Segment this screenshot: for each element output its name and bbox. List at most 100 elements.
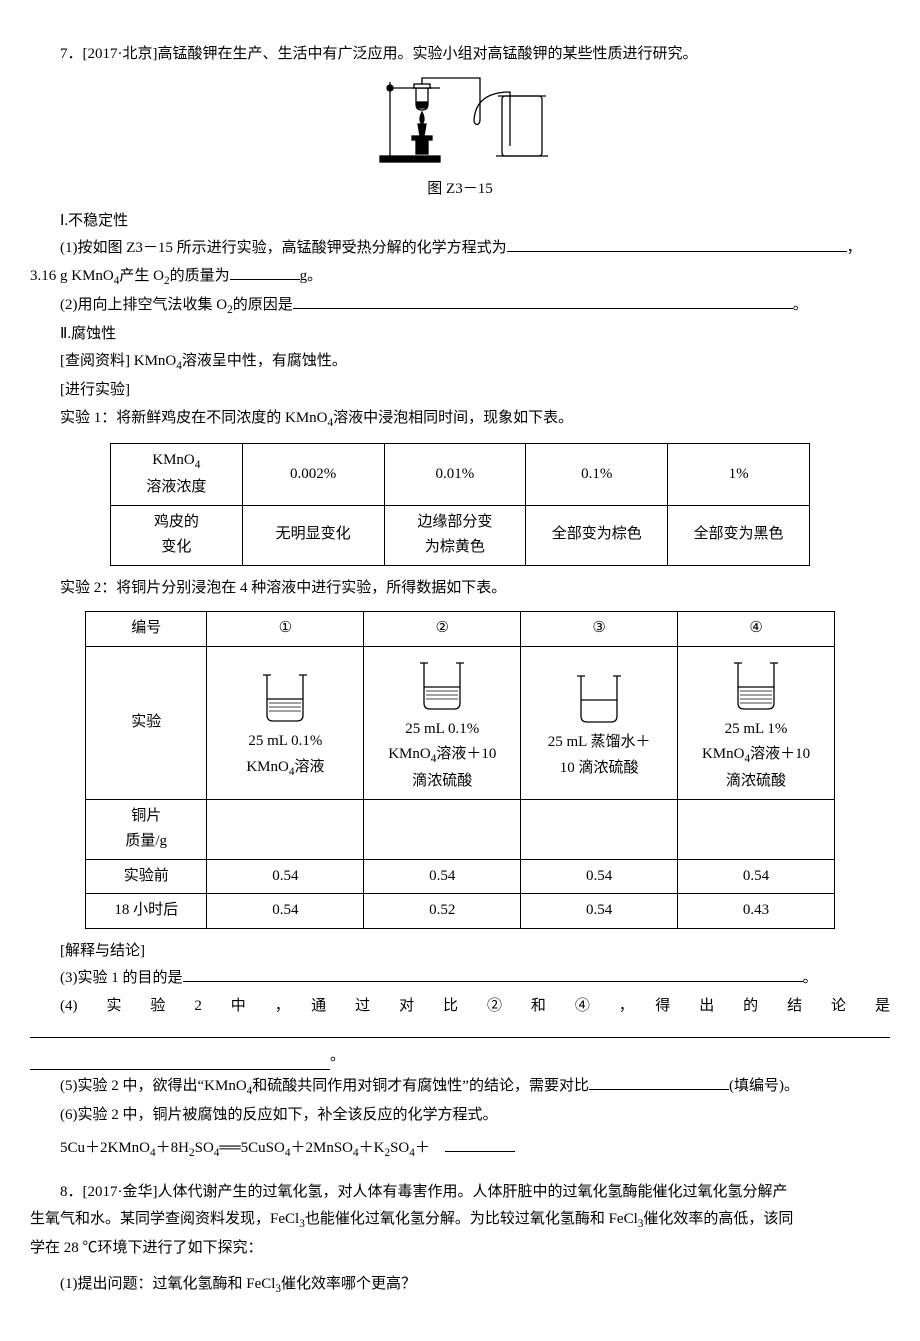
t2-c2: 25 mL 0.1% KMnO4溶液＋10 滴浓硫酸 — [364, 646, 521, 799]
apparatus-figure — [30, 76, 890, 176]
q8-hb-tail: 也能催化过氧化氢分解。为比较过氧化氢酶和 FeCl — [305, 1211, 638, 1227]
t2-c1b-tail: 溶液 — [294, 759, 324, 775]
t1-r2c3b: 为棕黄色 — [425, 539, 485, 555]
t2-mass2: 质量/g — [125, 833, 167, 849]
blank-reason — [293, 293, 793, 309]
q7-2-line: (2)用向上排空气法收集 O2的原因是。 — [30, 293, 890, 320]
table-row: 实验 25 mL 0.1% KMnO4溶液 25 mL 0.1% KMnO4溶液… — [86, 646, 835, 799]
e1-line: 实验 1：将新鲜鸡皮在不同浓度的 KMnO4溶液中浸泡相同时间，现象如下表。 — [30, 406, 890, 433]
t2-a2: 0.52 — [364, 894, 521, 929]
eqn-c: SO — [195, 1140, 214, 1156]
ref-line: [查阅资料] KMnO4溶液呈中性，有腐蚀性。 — [30, 349, 890, 376]
q7-1b-unit: g。 — [300, 268, 323, 284]
t2-c1b: KMnO — [246, 759, 289, 775]
beaker-icon — [726, 657, 786, 713]
t2-b1: 0.54 — [207, 859, 364, 894]
t2-c4: 25 mL 1% KMnO4溶液＋10 滴浓硫酸 — [678, 646, 835, 799]
table-row: 实验前 0.54 0.54 0.54 0.54 — [86, 859, 835, 894]
eqn-b: ＋8H — [156, 1140, 189, 1156]
q8-hb: 生氧气和水。某同学查阅资料发现，FeCl — [30, 1211, 299, 1227]
q8-header-c: 学在 28 ℃环境下进行了如下探究： — [30, 1236, 890, 1262]
t2-a4: 0.43 — [678, 894, 835, 929]
table-row: 18 小时后 0.54 0.52 0.54 0.43 — [86, 894, 835, 929]
table-row: 铜片质量/g — [86, 799, 835, 859]
q7-3: (3)实验 1 的目的是 — [60, 970, 183, 986]
t2-c3b: 10 滴浓硫酸 — [560, 760, 639, 776]
q7-3-line: (3)实验 1 的目的是。 — [30, 966, 890, 992]
q8-1-tail: 催化效率哪个更高？ — [281, 1276, 416, 1292]
t2-a1: 0.54 — [207, 894, 364, 929]
q7-1b-mid: 产生 O — [119, 268, 164, 284]
beaker-icon — [255, 669, 315, 725]
eqn-eq: ══5CuSO — [219, 1140, 284, 1156]
e2-line: 实验 2：将铜片分别浸泡在 4 种溶液中进行实验，所得数据如下表。 — [30, 576, 890, 602]
t1-r2c4: 全部变为棕色 — [526, 505, 668, 565]
t2-c2c: 滴浓硫酸 — [412, 773, 472, 789]
eqn-f: SO — [390, 1140, 409, 1156]
q8-1: (1)提出问题：过氧化氢酶和 FeCl — [60, 1276, 275, 1292]
fig-caption: 图 Z3－15 — [30, 177, 890, 203]
q7-1b-right: 的质量为 — [170, 268, 230, 284]
ref-tail: 溶液呈中性，有腐蚀性。 — [182, 353, 347, 369]
section2-title: Ⅱ.腐蚀性 — [30, 322, 890, 348]
concl-head: [解释与结论] — [30, 939, 890, 965]
t1-r2c3a: 边缘部分变 — [417, 514, 492, 530]
t2-c2b-tail: 溶液＋10 — [436, 746, 496, 762]
q7-1a: (1)按如图 Z3－15 所示进行实验，高锰酸钾受热分解的化学方程式为 — [60, 240, 507, 256]
q7-2-tail: 的原因是 — [233, 297, 293, 313]
period: 。 — [330, 1044, 345, 1070]
t2-h1: 编号 — [86, 612, 207, 647]
t2-c4c: 滴浓硫酸 — [726, 773, 786, 789]
t2-after-label: 18 小时后 — [86, 894, 207, 929]
table-row: KMnO4溶液浓度 0.002% 0.01% 0.1% 1% — [111, 444, 810, 506]
t2-c3a: 25 mL 蒸馏水＋ — [548, 734, 651, 750]
t1-r1c4: 0.1% — [526, 444, 668, 506]
t1-r2c2: 无明显变化 — [242, 505, 384, 565]
t2-empty — [207, 799, 364, 859]
table-1: KMnO4溶液浓度 0.002% 0.01% 0.1% 1% 鸡皮的变化 无明显… — [110, 443, 810, 566]
table-row: 编号 ① ② ③ ④ — [86, 612, 835, 647]
q7-1b-left: 3.16 g KMnO — [30, 268, 114, 284]
t2-c2a: 25 mL 0.1% — [405, 721, 479, 737]
t2-b4: 0.54 — [678, 859, 835, 894]
q7-1-line: (1)按如图 Z3－15 所示进行实验，高锰酸钾受热分解的化学方程式为， — [30, 236, 890, 262]
blank-mass — [230, 264, 300, 280]
q8-header-b: 生氧气和水。某同学查阅资料发现，FeCl3也能催化过氧化氢分解。为比较过氧化氢酶… — [30, 1207, 890, 1234]
q7-5-line: (5)实验 2 中，欲得出“KMnO4和硫酸共同作用对铜才有腐蚀性”的结论，需要… — [30, 1074, 890, 1101]
eqn-e: ＋K — [359, 1140, 385, 1156]
beaker-icon — [569, 670, 629, 726]
t1-r2c5: 全部变为黑色 — [668, 505, 810, 565]
t2-empty — [678, 799, 835, 859]
blank-purpose — [183, 966, 803, 982]
t1-r2c1a: 鸡皮的 — [154, 514, 199, 530]
t1-r1c3: 0.01% — [384, 444, 526, 506]
q8-hb-tail2: 催化效率的高低，该同 — [643, 1211, 793, 1227]
section1-title: Ⅰ.不稳定性 — [30, 209, 890, 235]
q7-6-line: (6)实验 2 中，铜片被腐蚀的反应如下，补全该反应的化学方程式。 — [30, 1103, 890, 1129]
t1-r1c5: 1% — [668, 444, 810, 506]
t2-a3: 0.54 — [521, 894, 678, 929]
q7-eqn: 5Cu＋2KMnO4＋8H2SO4══5CuSO4＋2MnSO4＋K2SO4＋ — [30, 1136, 890, 1163]
q7-5-tail: (填编号)。 — [729, 1078, 799, 1094]
t2-h4: ③ — [521, 612, 678, 647]
t2-h2: ① — [207, 612, 364, 647]
t2-c4a: 25 mL 1% — [725, 721, 788, 737]
blank-eqn — [507, 236, 847, 252]
long-blank-1 — [30, 1025, 890, 1038]
t1-r1c1: KMnO4溶液浓度 — [111, 444, 243, 506]
t2-c4b-tail: 溶液＋10 — [750, 746, 810, 762]
t2-c2b: KMnO — [388, 746, 431, 762]
t2-b3: 0.54 — [521, 859, 678, 894]
q7-header: 7．[2017·北京]高锰酸钾在生产、生活中有广泛应用。实验小组对高锰酸钾的某些… — [30, 42, 890, 68]
q7-2: (2)用向上排空气法收集 O — [60, 297, 227, 313]
expt-head: [进行实验] — [30, 378, 890, 404]
e1: 实验 1：将新鲜鸡皮在不同浓度的 KMnO — [60, 410, 328, 426]
t2-rowlabel-exp: 实验 — [86, 646, 207, 799]
t2-empty — [364, 799, 521, 859]
table-2: 编号 ① ② ③ ④ 实验 25 mL 0.1% KMnO4溶液 25 mL 0… — [85, 611, 835, 929]
blank-product — [445, 1136, 515, 1152]
blank-compare — [589, 1074, 729, 1090]
q7-1b-line: 3.16 g KMnO4产生 O2的质量为g。 — [30, 264, 890, 291]
e1-tail: 溶液中浸泡相同时间，现象如下表。 — [333, 410, 573, 426]
t1-r2c3: 边缘部分变为棕黄色 — [384, 505, 526, 565]
